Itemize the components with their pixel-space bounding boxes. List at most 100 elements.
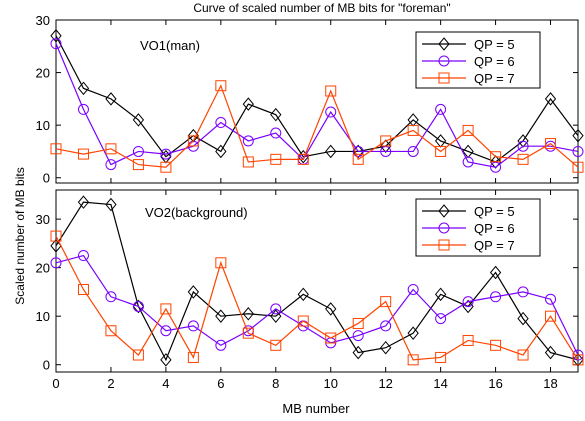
data-point: [160, 303, 172, 315]
data-point: [325, 106, 337, 118]
panel-annotation: VO1(man): [140, 38, 200, 53]
data-point: [77, 195, 90, 209]
data-point: [187, 285, 200, 299]
data-point: [517, 140, 529, 152]
data-point: [572, 128, 584, 143]
data-point: [462, 334, 474, 346]
data-point: [132, 113, 145, 127]
data-point: [517, 286, 529, 298]
legend-label: QP = 5: [474, 37, 515, 52]
data-point: [160, 161, 172, 173]
data-point: [352, 317, 364, 329]
legend: QP = 5 QP = 6 QP = 7: [415, 31, 541, 89]
data-point: [380, 340, 392, 355]
data-point: [270, 127, 282, 139]
data-point: [407, 124, 419, 136]
panel-annotation: VO2(background): [145, 205, 248, 220]
data-point: [105, 159, 117, 171]
data-point: [297, 315, 309, 327]
x-tick-label: 0: [52, 376, 59, 391]
x-tick-label: 10: [324, 376, 338, 391]
data-point: [380, 139, 392, 153]
legend-marker: [438, 72, 450, 84]
data-point: [77, 148, 89, 160]
data-point: [435, 145, 447, 157]
data-point: [462, 296, 474, 308]
data-point: [160, 353, 172, 367]
data-point: [489, 265, 502, 280]
data-point: [132, 159, 144, 171]
data-point: [435, 351, 447, 363]
data-point: [462, 124, 474, 136]
data-point: [572, 145, 584, 157]
data-point: [572, 353, 584, 367]
data-point: [132, 299, 145, 314]
bottom-panel: 0 2 4 6 8 10 12 14 16 18 0 10 20 30 VO2(background) QP …: [36, 189, 584, 391]
data-point: [160, 325, 172, 337]
data-point: [270, 339, 282, 351]
data-point: [50, 143, 62, 155]
data-point: [572, 354, 584, 366]
legend-marker: [438, 37, 450, 51]
legend-box: [415, 198, 541, 257]
data-point: [544, 92, 557, 106]
legend: QP = 5 QP = 6 QP = 7: [415, 198, 541, 257]
data-point: [544, 345, 557, 360]
data-point: [50, 257, 62, 269]
data-point: [270, 107, 282, 122]
legend-label: QP = 6: [474, 221, 515, 236]
x-tick-label: 14: [433, 376, 447, 391]
data-point: [380, 320, 392, 332]
data-point: [242, 135, 254, 147]
data-point: [380, 135, 392, 147]
legend-label: QP = 6: [474, 54, 515, 69]
data-point: [270, 153, 282, 165]
data-point: [490, 291, 502, 303]
data-point: [215, 144, 227, 159]
data-point: [490, 339, 502, 351]
data-point: [517, 311, 529, 326]
data-point: [434, 287, 447, 302]
data-point: [187, 135, 199, 147]
data-point: [105, 92, 117, 106]
data-point: [325, 85, 337, 97]
data-point: [132, 145, 144, 157]
data-point: [572, 161, 584, 173]
legend-label: QP = 5: [474, 204, 515, 219]
figure-title: Curve of scaled number of MB bits for "f…: [193, 1, 450, 15]
data-point: [380, 145, 392, 157]
data-point: [490, 161, 502, 173]
x-tick-label: 8: [272, 376, 279, 391]
data-point: [352, 345, 364, 360]
x-tick-label: 6: [217, 376, 224, 391]
data-point: [242, 306, 254, 321]
data-point: [105, 291, 117, 303]
x-axis-label: MB number: [282, 401, 350, 416]
y-tick-label: 30: [36, 13, 50, 28]
data-point: [545, 310, 557, 322]
data-point: [325, 332, 337, 344]
data-point: [77, 283, 89, 295]
data-point: [215, 309, 227, 323]
legend-box: [415, 31, 541, 89]
data-point: [187, 351, 199, 363]
data-point: [77, 250, 89, 262]
top-panel: 0 10 20 30 VO1(man) QP = 5 QP = 6 QP = 7: [36, 13, 584, 186]
y-tick-label: 10: [36, 118, 50, 133]
y-tick-label: 20: [36, 261, 50, 276]
data-point: [132, 300, 144, 312]
data-point: [297, 287, 309, 302]
legend-label: QP = 7: [474, 238, 515, 253]
plot-area: [55, 189, 579, 373]
data-point: [187, 320, 199, 332]
data-point: [270, 303, 282, 315]
data-point: [105, 197, 117, 212]
data-point: [545, 293, 557, 305]
data-point: [215, 339, 227, 351]
y-tick-label: 30: [36, 212, 50, 227]
data-point: [215, 257, 227, 269]
data-point: [489, 155, 502, 169]
data-point: [435, 313, 447, 325]
legend-marker: [438, 55, 450, 67]
y-tick-label: 0: [43, 171, 50, 186]
